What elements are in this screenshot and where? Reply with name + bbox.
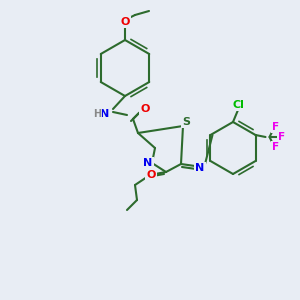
Text: N: N (100, 109, 109, 119)
Text: F: F (272, 142, 279, 152)
Text: F: F (272, 122, 279, 132)
Text: O: O (120, 17, 130, 27)
Text: S: S (182, 117, 190, 127)
Text: Cl: Cl (232, 100, 244, 110)
Text: N: N (195, 163, 205, 173)
Text: O: O (140, 104, 150, 114)
Text: H: H (93, 109, 101, 119)
Text: N: N (143, 158, 153, 168)
Text: O: O (146, 170, 156, 180)
Text: F: F (278, 132, 285, 142)
